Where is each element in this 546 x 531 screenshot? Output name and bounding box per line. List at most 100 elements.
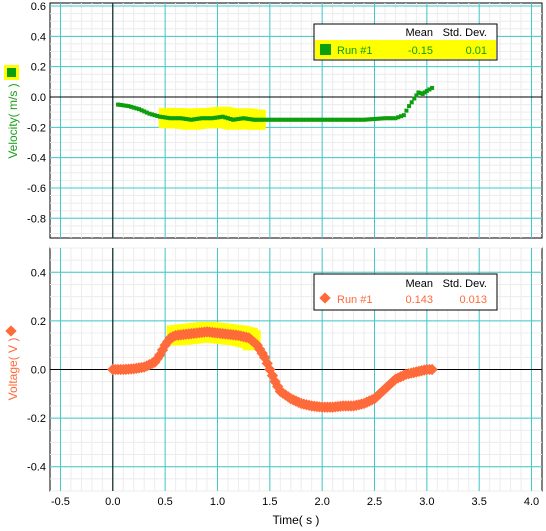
data-point: [131, 105, 136, 110]
y-tick-label: -0.2: [27, 413, 46, 425]
data-point: [254, 117, 259, 122]
data-point: [375, 116, 380, 121]
x-tick-label: 3.5: [472, 496, 487, 508]
voltage-y-axis-label: Voltage( V ): [6, 338, 20, 401]
data-point: [249, 117, 254, 122]
data-point: [186, 117, 191, 122]
data-point: [152, 113, 157, 118]
data-point: [320, 117, 325, 122]
data-point: [142, 109, 147, 114]
data-point: [163, 115, 168, 120]
legend-std-value: 0.013: [459, 294, 487, 306]
velocity-axis-marker-icon[interactable]: [4, 65, 19, 80]
data-point: [225, 116, 230, 121]
data-point: [246, 116, 251, 121]
data-point: [205, 116, 210, 121]
data-point: [267, 117, 272, 122]
data-point: [173, 116, 178, 121]
data-point: [136, 107, 141, 112]
data-point: [294, 117, 298, 122]
data-point: [312, 117, 317, 122]
data-point: [194, 116, 199, 121]
velocity-legend[interactable]: Mean Std. Dev. Run #1 -0.15 0.01: [313, 23, 498, 61]
velocity-series: [116, 85, 435, 122]
data-point: [218, 115, 223, 120]
data-point: [181, 116, 186, 121]
data-point: [257, 117, 262, 122]
data-point: [121, 103, 126, 108]
data-point: [418, 91, 423, 96]
legend-mean-header: Mean: [405, 278, 433, 290]
data-point: [171, 116, 175, 121]
data-point: [390, 116, 395, 121]
x-tick-label: 3.0: [419, 496, 434, 508]
data-point: [157, 114, 162, 119]
y-tick-label: -0.6: [27, 183, 46, 195]
data-point: [275, 117, 280, 122]
voltage-legend[interactable]: Mean Std. Dev. Run #1 0.143 0.013: [313, 273, 498, 311]
data-point: [252, 117, 257, 122]
x-tick-label: 2.5: [367, 496, 382, 508]
data-point: [118, 102, 123, 107]
voltage-series: [107, 326, 438, 413]
data-point: [144, 110, 149, 115]
data-point: [286, 117, 291, 122]
data-point: [362, 117, 367, 122]
data-point: [427, 87, 432, 92]
data-point: [396, 115, 401, 120]
data-point: [199, 116, 204, 121]
data-point: [155, 113, 160, 118]
data-point: [309, 117, 314, 122]
x-tick-label: -0.5: [51, 496, 70, 508]
data-point: [325, 117, 330, 122]
data-point: [424, 88, 429, 93]
data-point: [202, 116, 207, 121]
data-point: [314, 117, 319, 122]
data-point: [382, 116, 387, 121]
data-point: [165, 115, 170, 120]
data-point: [414, 93, 419, 98]
data-point: [262, 117, 267, 122]
data-point: [223, 115, 228, 120]
data-point: [191, 117, 196, 122]
x-tick-label: 0.0: [105, 496, 120, 508]
velocity-zero-axes: [50, 3, 542, 238]
data-point: [416, 90, 421, 95]
y-tick-label: -0.4: [27, 153, 46, 165]
y-tick-label: 0.4: [31, 267, 46, 279]
legend-square-icon: [320, 44, 331, 55]
data-point: [291, 117, 296, 122]
legend-diamond-icon: [319, 292, 331, 304]
data-point: [280, 117, 285, 122]
voltage-axis-marker-icon[interactable]: [5, 325, 17, 337]
data-point: [259, 117, 264, 122]
data-point: [304, 117, 309, 122]
data-point: [385, 116, 390, 121]
data-point: [296, 117, 301, 122]
velocity-y-axis-label: Velocity( m/s ): [6, 83, 20, 158]
data-point: [184, 116, 189, 121]
data-point: [341, 117, 346, 122]
data-point: [412, 96, 417, 101]
x-axis-label: Time( s ): [273, 513, 320, 527]
data-point: [380, 116, 385, 121]
data-point: [178, 116, 183, 121]
data-point: [160, 115, 165, 120]
data-point: [430, 85, 435, 90]
data-point: [212, 115, 217, 120]
data-point: [215, 115, 220, 120]
data-point: [139, 108, 144, 113]
legend-series-name: Run #1: [337, 294, 372, 306]
data-point: [322, 117, 327, 122]
y-tick-label: -0.4: [27, 462, 46, 474]
data-point: [283, 117, 288, 122]
y-tick-label: 0.0: [31, 92, 46, 104]
data-point: [210, 116, 215, 121]
data-point: [346, 117, 351, 122]
data-point: [354, 117, 359, 122]
data-point: [129, 104, 134, 109]
data-point: [422, 90, 427, 95]
data-point: [228, 116, 233, 121]
y-tick-label: 0.6: [31, 1, 46, 13]
